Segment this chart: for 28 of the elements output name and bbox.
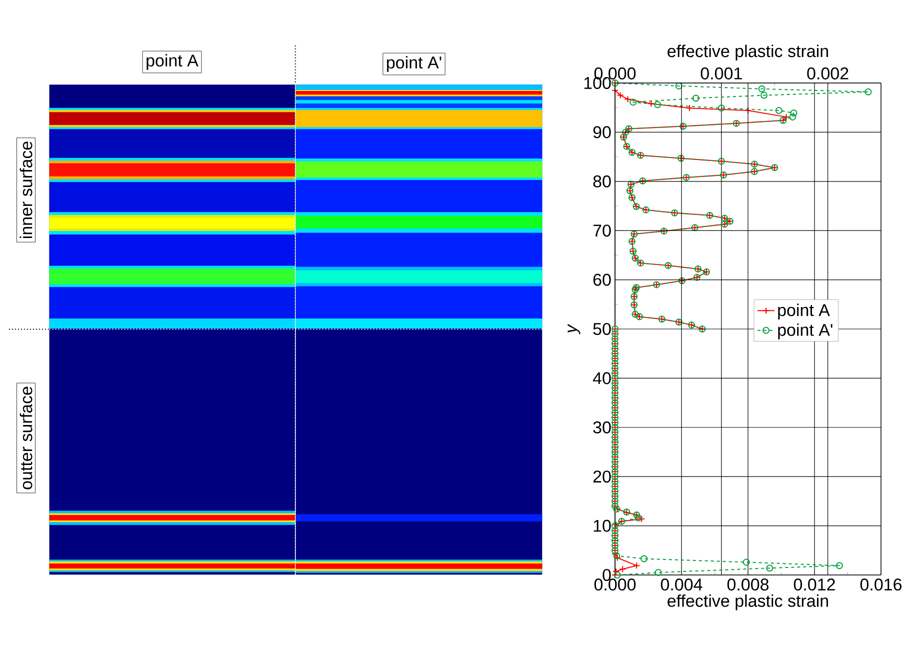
x2-tick-label: 0.001 — [700, 67, 742, 80]
x-tick-label: 0.004 — [660, 578, 702, 591]
y-tick-label: 0 — [602, 568, 611, 582]
x-tick-label: 0.008 — [727, 578, 769, 591]
legend-label: point A — [778, 304, 830, 320]
text: outter surface — [20, 386, 32, 490]
y-tick-label: 80 — [593, 175, 611, 188]
x-axis-title: effective plastic strain — [668, 594, 828, 610]
y-axis-title: y — [568, 324, 580, 334]
text: point A — [146, 54, 198, 70]
text: inner surface — [20, 142, 32, 238]
x2-tick-label: 0.000 — [594, 67, 636, 80]
legend-label: point A' — [778, 323, 832, 340]
x2-axis-title: effective plastic strain — [668, 44, 828, 61]
y-tick-label: 40 — [592, 372, 611, 384]
y-tick-label: 90 — [593, 126, 611, 138]
y-tick-label: 50 — [593, 322, 611, 336]
x2-tick-label: 0.002 — [807, 67, 848, 80]
y-tick-label: 20 — [593, 470, 611, 483]
text: point A' — [387, 56, 442, 72]
y-tick-label: 30 — [593, 421, 611, 434]
x-tick-label: 0.012 — [794, 578, 835, 591]
y-tick-label: 10 — [594, 520, 611, 532]
y-tick-label: 70 — [593, 224, 611, 237]
x-tick-label: 0.000 — [594, 578, 636, 591]
y-tick-label: 100 — [584, 76, 611, 90]
y-tick-label: 60 — [593, 274, 611, 286]
x-tick-label: 0.016 — [860, 578, 902, 591]
